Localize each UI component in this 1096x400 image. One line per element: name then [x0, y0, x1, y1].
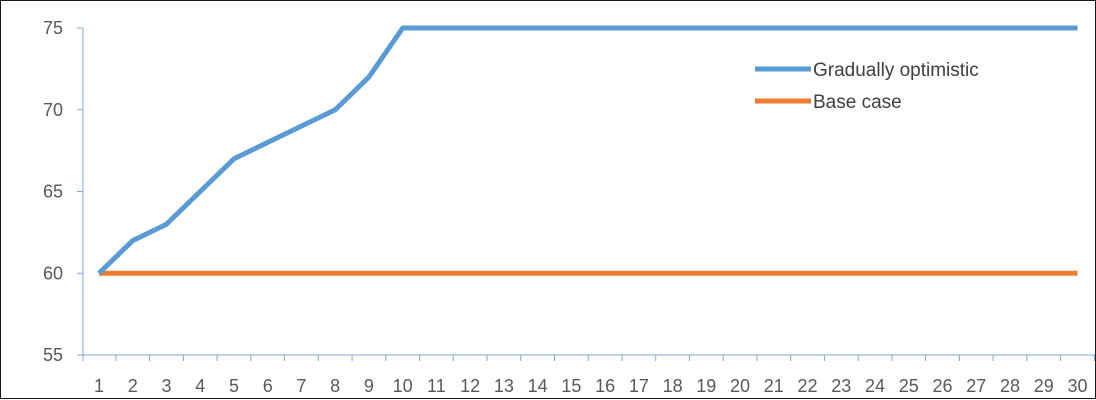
x-tick-label: 16	[595, 376, 615, 396]
x-tick-label: 22	[798, 376, 818, 396]
x-tick-label: 28	[1000, 376, 1020, 396]
x-tick-label: 4	[195, 376, 205, 396]
x-tick-label: 7	[296, 376, 306, 396]
x-tick-label: 24	[865, 376, 885, 396]
x-tick-label: 21	[764, 376, 784, 396]
x-tick-label: 8	[330, 376, 340, 396]
y-tick-label: 65	[43, 182, 63, 202]
x-tick-label: 1	[94, 376, 104, 396]
x-tick-label: 25	[899, 376, 919, 396]
x-tick-label: 18	[663, 376, 683, 396]
legend-label: Gradually optimistic	[813, 60, 979, 81]
x-tick-label: 17	[629, 376, 649, 396]
x-tick-label: 6	[263, 376, 273, 396]
x-tick-label: 9	[364, 376, 374, 396]
y-tick-label: 60	[43, 263, 63, 283]
x-tick-label: 3	[161, 376, 171, 396]
x-tick-label: 19	[696, 376, 716, 396]
y-tick-label: 75	[43, 18, 63, 38]
legend-label: Base case	[813, 92, 902, 113]
x-tick-label: 12	[460, 376, 480, 396]
x-tick-label: 29	[1034, 376, 1054, 396]
x-tick-label: 20	[730, 376, 750, 396]
x-tick-label: 13	[494, 376, 514, 396]
x-tick-label: 2	[128, 376, 138, 396]
x-tick-label: 26	[932, 376, 952, 396]
x-tick-label: 23	[831, 376, 851, 396]
x-tick-label: 15	[561, 376, 581, 396]
series-line-gradually-optimistic	[97, 25, 1078, 276]
y-tick-label: 55	[43, 345, 63, 365]
x-tick-label: 10	[393, 376, 413, 396]
x-tick-label: 27	[966, 376, 986, 396]
x-tick-label: 11	[427, 376, 446, 396]
y-tick-label: 70	[43, 100, 63, 120]
x-tick-label: 30	[1067, 376, 1087, 396]
x-tick-label: 14	[528, 376, 548, 396]
x-tick-label: 5	[229, 376, 239, 396]
